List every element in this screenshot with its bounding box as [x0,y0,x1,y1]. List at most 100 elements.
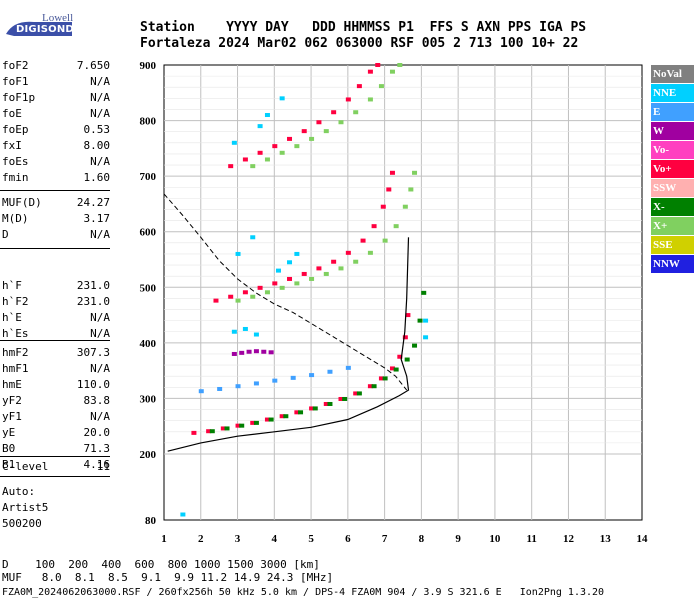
param-value: 4.16 [83,458,111,471]
param-name: yF2 [2,394,22,407]
trace-point [250,164,256,169]
trace-point [264,157,270,162]
trace-point [404,357,410,362]
trace-point [253,381,259,386]
auto-code: 500200 [2,517,42,530]
param-name: h`Es [2,327,29,340]
trace-point [231,140,237,145]
trace-point [235,298,241,303]
trace-point [272,144,278,149]
trace-point [421,290,427,295]
separator-line [0,456,110,457]
trace-point [338,396,344,401]
trace-point [253,420,259,425]
legend-item: NNW [651,255,694,273]
y-tick-label: 600 [140,227,157,239]
x-tick-label: 1 [161,533,167,545]
param-value: N/A [90,410,110,423]
y-tick-label: 200 [140,449,157,461]
param-value: N/A [90,91,110,104]
trace-point [382,238,388,243]
param-name: C-level [2,460,49,473]
trace-point [209,429,215,434]
separator-line [0,340,110,341]
trace-point [239,423,245,428]
param-value: 3.17 [83,212,111,225]
param-row: yF1 N/A [2,409,110,425]
param-name: yF1 [2,410,22,423]
param-value: N/A [90,228,110,241]
param-row: foE N/A [2,106,110,122]
param-row: B1 4.16 [2,457,110,473]
trace-point [389,170,395,175]
trace-point [309,276,315,281]
trace-point [386,187,392,192]
header-labels: Station YYYY DAY DDD HHMMSS P1 FFS S AXN… [140,20,587,35]
trace-point [275,268,281,273]
x-tick-label: 5 [308,533,314,545]
legend-item: NNE [651,84,694,102]
param-value: 1.60 [83,171,111,184]
x-tick-label: 13 [600,533,612,545]
param-value: N/A [90,155,110,168]
param-name: foEs [2,155,29,168]
param-name: foE [2,107,22,120]
param-value: 0.53 [83,123,111,136]
y-tick-label: 900 [140,60,157,72]
param-row: hmE 110.0 [2,377,110,393]
param-row: h`E N/A [2,310,110,326]
trace-point [250,420,256,425]
param-name: hmF1 [2,362,29,375]
trace-point [231,351,237,356]
param-name: D [2,228,9,241]
x-tick-label: 9 [455,533,461,545]
trace-point [257,150,263,155]
trace-point [242,157,248,162]
param-value: 11 [96,460,110,473]
separator-line [0,248,110,249]
param-value: 8.00 [83,139,111,152]
trace-point [423,335,429,340]
legend-item: X- [651,198,694,216]
trace-point [290,375,296,380]
trace-point [253,349,259,354]
legend-item: NoVal [651,65,694,83]
legend-item: X+ [651,217,694,235]
y-tick-label: 500 [140,282,157,294]
trace-point [375,63,381,67]
trace-point [367,250,373,255]
param-row: foF1p N/A [2,90,110,106]
param-value: 231.0 [76,295,110,308]
param-name: h`F [2,279,22,292]
param-value: 83.8 [83,394,111,407]
x-tick-label: 3 [235,533,241,545]
trace-point [272,378,278,383]
trace-point [242,290,248,295]
logo-lowell-text: Lowell [42,12,74,24]
param-value: 7.650 [76,59,110,72]
trace-point [235,251,241,256]
legend-item: E [651,103,694,121]
param-value: N/A [90,362,110,375]
trace-point [345,97,351,102]
y-tick-label: 800 [140,116,157,128]
header-values: Fortaleza 2024 Mar02 062 063000 RSF 005 … [140,36,579,51]
auto-label: Auto: [2,485,36,498]
trace-point [412,170,418,175]
trace-point [235,423,241,428]
trace-point [257,124,263,129]
trace-point [356,84,362,89]
param-name: B0 [2,442,16,455]
trace-point [309,406,315,411]
auto-artist: Artist5 [2,501,49,514]
trace-point [294,410,300,415]
trace-point [250,294,256,299]
trace-point [345,365,351,370]
trace-point [323,401,329,406]
y-tick-label: 700 [140,171,157,183]
trace-point [378,84,384,89]
trace-point [331,110,337,115]
param-name: fmin [2,171,29,184]
trace-point [294,144,300,149]
trace-point [279,285,285,290]
